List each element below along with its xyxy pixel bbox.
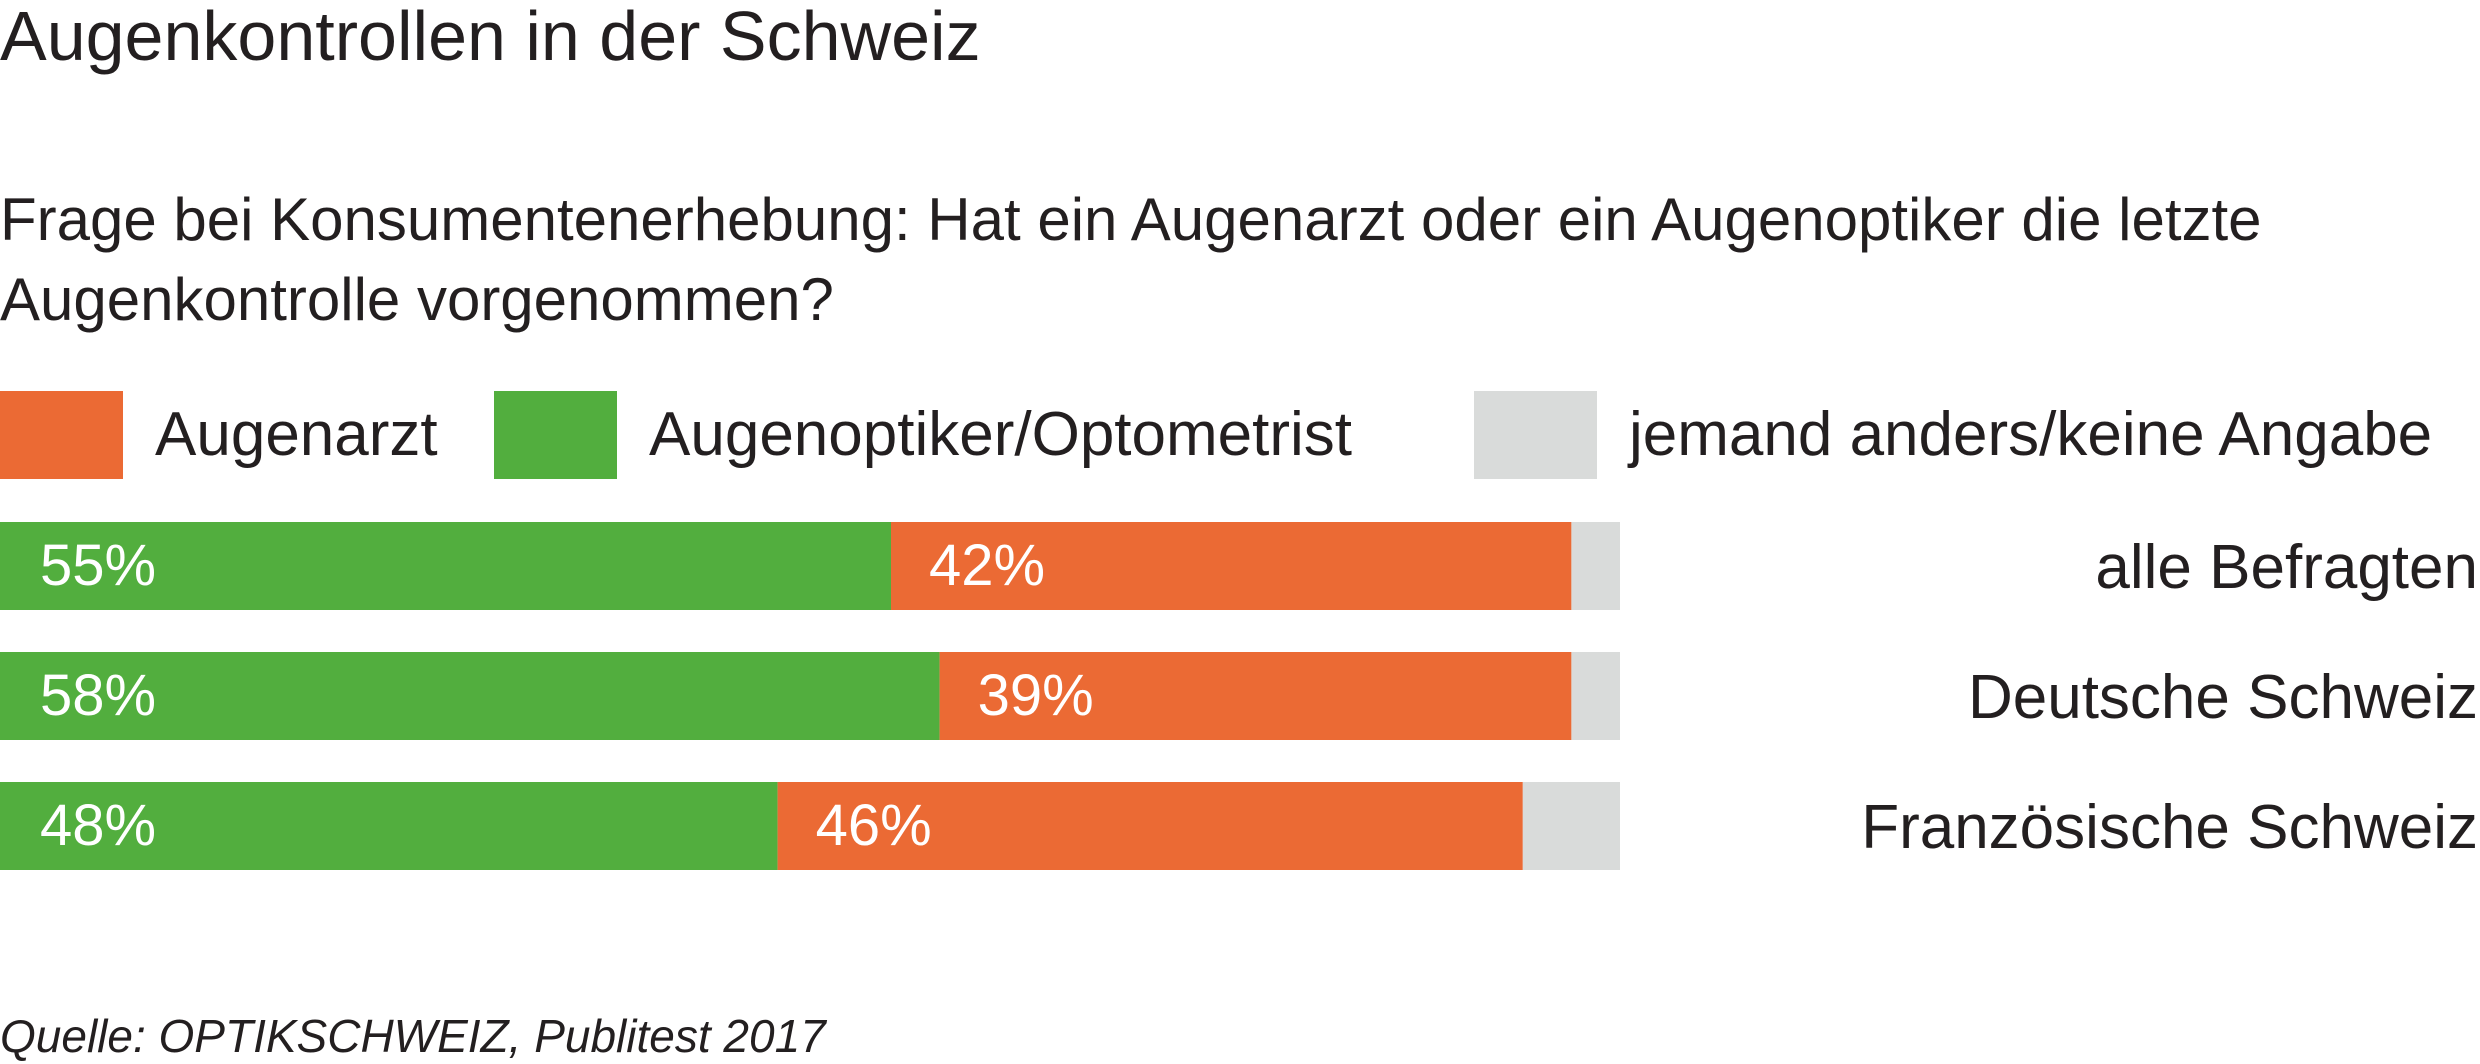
legend-label-augenoptiker: Augenoptiker/Optometrist bbox=[649, 400, 1353, 469]
chart-title: Augenkontrollen in der Schweiz bbox=[0, 0, 981, 75]
chart-subtitle: Frage bei Konsumentenerhebung: Hat ein A… bbox=[0, 186, 2262, 333]
source-note: Quelle: OPTIKSCHWEIZ, Publitest 2017 bbox=[0, 1010, 826, 1062]
legend-label-andere: jemand anders/keine Angabe bbox=[1629, 400, 2433, 469]
legend-swatch-augenarzt bbox=[0, 391, 123, 479]
bar-value-label-augenoptiker-2: 58% bbox=[40, 663, 156, 728]
bar-value-label-augenoptiker-1: 55% bbox=[40, 533, 156, 598]
legend-swatch-augenoptiker bbox=[494, 391, 617, 479]
legend: Augenarzt Augenoptiker/Optometrist jeman… bbox=[0, 391, 2480, 479]
bar-andere-3 bbox=[1522, 782, 1620, 870]
category-label-3: Französische Schweiz bbox=[1861, 793, 2478, 862]
bar-augenoptiker-3 bbox=[0, 782, 778, 870]
bar-value-label-augenarzt-1: 42% bbox=[929, 533, 1045, 598]
bar-augenoptiker-2 bbox=[0, 652, 940, 740]
category-label-2: Deutsche Schweiz bbox=[1968, 663, 2478, 732]
bar-value-label-augenarzt-3: 46% bbox=[816, 793, 932, 858]
bar-augenarzt-1 bbox=[891, 522, 1572, 610]
bar-augenarzt-2 bbox=[939, 652, 1572, 740]
bar-value-label-augenoptiker-3: 48% bbox=[40, 793, 156, 858]
bar-augenarzt-3 bbox=[777, 782, 1523, 870]
bar-andere-2 bbox=[1571, 652, 1620, 740]
legend-label-augenarzt: Augenarzt bbox=[155, 400, 438, 469]
bar-augenoptiker-1 bbox=[0, 522, 891, 610]
legend-swatch-andere bbox=[1474, 391, 1597, 479]
bar-andere-1 bbox=[1571, 522, 1620, 610]
bar-value-label-augenarzt-2: 39% bbox=[978, 663, 1094, 728]
category-label-1: alle Befragten bbox=[2095, 533, 2478, 602]
bar-chart: 55% 42% alle Befragten 58% 39% Deutsche Schwe… bbox=[0, 522, 2478, 870]
